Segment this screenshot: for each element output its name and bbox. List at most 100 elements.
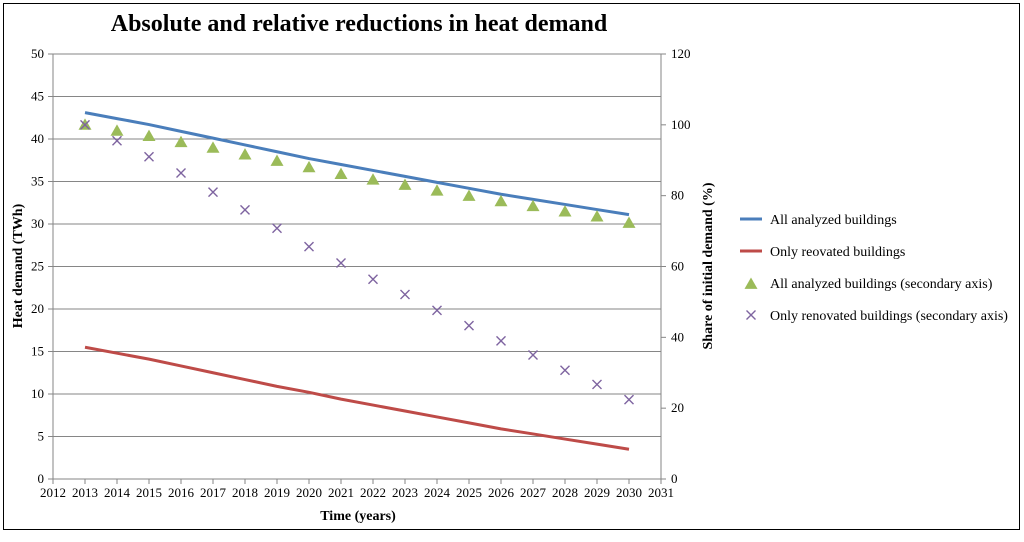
y-tick-label: 25 (31, 259, 44, 274)
x-tick-label: 2021 (328, 485, 354, 500)
legend-label: All analyzed buildings (770, 213, 897, 228)
data-point-triangle (430, 184, 444, 196)
x-tick-label: 2022 (360, 485, 386, 500)
x-tick-label: 2017 (200, 485, 227, 500)
y2-tick-label: 20 (671, 400, 684, 415)
x-tick-label: 2018 (232, 485, 258, 500)
data-point-triangle (398, 178, 412, 190)
data-point-triangle (238, 148, 252, 160)
y2-axis: 0 20 40 60 80 100 120 (661, 46, 691, 486)
legend-item: All analyzed buildings (secondary axis) (744, 277, 993, 292)
y-tick-label: 50 (31, 46, 44, 61)
y-tick-label: 30 (31, 216, 44, 231)
y-axis-title: Heat demand (TWh) (11, 203, 26, 328)
y-tick-label: 40 (31, 131, 44, 146)
x-tick-label: 2026 (488, 485, 515, 500)
y-tick-label: 5 (38, 429, 45, 444)
x-tick-label: 2030 (616, 485, 642, 500)
legend-item: Only renovated buildings (secondary axis… (746, 309, 1008, 324)
legend-swatch-triangle (744, 277, 758, 289)
x-tick-label: 2012 (40, 485, 66, 500)
y-tick-label: 45 (31, 89, 44, 104)
data-point-cross (304, 241, 314, 252)
series-2 (84, 345, 630, 451)
x-tick-label: 2014 (104, 485, 131, 500)
data-point-triangle (302, 160, 316, 173)
series-layer (78, 111, 636, 451)
y-tick-label: 0 (38, 471, 45, 486)
data-point-triangle (174, 135, 188, 148)
data-point-cross (176, 168, 186, 178)
data-point-cross (464, 320, 474, 331)
data-point-cross (272, 223, 282, 234)
legend-label: Only renovated buildings (secondary axis… (770, 309, 1008, 324)
x-tick-label: 2028 (552, 485, 578, 500)
data-point-triangle (590, 210, 604, 222)
y-tick-label: 35 (31, 174, 44, 189)
y2-tick-label: 120 (671, 46, 691, 61)
y2-tick-label: 100 (671, 117, 691, 132)
data-point-triangle (206, 141, 220, 153)
legend-item: Only reovated buildings (740, 245, 905, 260)
x-tick-label: 2016 (168, 485, 195, 500)
data-point-cross (144, 151, 154, 162)
y-tick-label: 15 (31, 344, 44, 359)
y2-tick-label: 80 (671, 188, 684, 203)
data-point-cross (112, 135, 122, 146)
data-point-triangle (142, 129, 156, 142)
data-point-triangle (526, 199, 540, 212)
data-point-triangle (110, 124, 124, 136)
series-line (84, 111, 630, 217)
data-point-cross (208, 187, 218, 198)
data-point-triangle (334, 167, 348, 179)
x-tick-label: 2031 (648, 485, 674, 500)
y2-tick-label: 40 (671, 329, 684, 344)
x-tick-label: 2024 (424, 485, 451, 500)
data-point-cross (240, 204, 250, 215)
series-3 (78, 118, 636, 228)
series-1 (84, 111, 630, 217)
legend-item: All analyzed buildings (740, 213, 897, 228)
y-tick-label: 20 (31, 301, 44, 316)
data-point-cross (496, 335, 506, 346)
data-point-triangle (558, 205, 572, 217)
x-tick-label: 2027 (520, 485, 547, 500)
y2-axis-title: Share of initial demand (%) (701, 182, 716, 349)
legend-label: Only reovated buildings (770, 245, 905, 260)
data-point-cross (560, 365, 570, 376)
x-tick-label: 2029 (584, 485, 610, 500)
data-point-triangle (622, 216, 636, 228)
data-point-triangle (270, 154, 284, 166)
legend: All analyzed buildings Only reovated buil… (740, 213, 1008, 324)
data-point-cross (592, 379, 602, 390)
x-tick-label: 2013 (72, 485, 98, 500)
data-point-triangle (366, 173, 380, 185)
chart-title: Absolute and relative reductions in heat… (111, 11, 608, 37)
data-point-cross (80, 119, 90, 130)
x-tick-label: 2023 (392, 485, 418, 500)
legend-swatch-cross (746, 310, 756, 320)
y-axis: 0 5 10 15 20 25 30 35 40 45 50 (31, 46, 53, 486)
x-tick-label: 2020 (296, 485, 322, 500)
x-tick-label: 2019 (264, 485, 290, 500)
x-tick-label: 2015 (136, 485, 162, 500)
data-point-cross (368, 274, 378, 285)
series-4 (80, 119, 634, 405)
series-line (84, 345, 630, 451)
data-point-cross (400, 289, 410, 300)
x-tick-label: 2025 (456, 485, 482, 500)
data-point-cross (528, 350, 538, 361)
x-axis-title: Time (years) (320, 509, 396, 524)
data-point-cross (432, 305, 442, 316)
data-point-triangle (494, 194, 508, 207)
y-tick-label: 10 (31, 386, 44, 401)
data-point-cross (624, 394, 634, 405)
data-point-cross (336, 257, 346, 268)
x-axis: 2012 2013 2014 2015 2016 2017 2018 2019 2020 2021… (40, 479, 674, 500)
y2-tick-label: 0 (671, 471, 678, 486)
y2-tick-label: 60 (671, 259, 684, 274)
legend-label: All analyzed buildings (secondary axis) (770, 277, 993, 292)
data-point-triangle (462, 189, 476, 201)
